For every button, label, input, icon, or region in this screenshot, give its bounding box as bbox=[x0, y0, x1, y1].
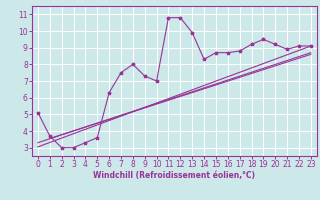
X-axis label: Windchill (Refroidissement éolien,°C): Windchill (Refroidissement éolien,°C) bbox=[93, 171, 255, 180]
